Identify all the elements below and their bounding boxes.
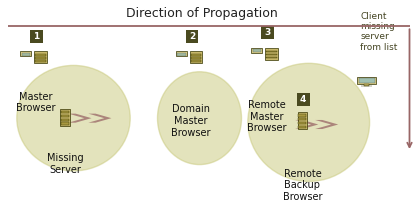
FancyBboxPatch shape: [298, 118, 307, 120]
Text: 1: 1: [34, 32, 39, 41]
FancyBboxPatch shape: [61, 115, 69, 117]
FancyBboxPatch shape: [266, 54, 276, 55]
FancyBboxPatch shape: [365, 84, 369, 86]
FancyBboxPatch shape: [265, 48, 278, 60]
FancyBboxPatch shape: [60, 109, 70, 126]
Text: 2: 2: [189, 32, 195, 41]
Text: Missing
Server: Missing Server: [47, 153, 84, 174]
FancyBboxPatch shape: [357, 77, 376, 84]
FancyBboxPatch shape: [61, 119, 69, 121]
Ellipse shape: [158, 72, 242, 165]
FancyBboxPatch shape: [21, 53, 30, 56]
FancyBboxPatch shape: [191, 57, 201, 58]
FancyBboxPatch shape: [359, 78, 375, 83]
Text: Client
missing
server
from list: Client missing server from list: [360, 12, 398, 52]
Ellipse shape: [248, 63, 370, 181]
FancyBboxPatch shape: [266, 57, 276, 58]
FancyBboxPatch shape: [298, 114, 307, 116]
FancyBboxPatch shape: [298, 122, 307, 124]
Polygon shape: [315, 120, 338, 129]
FancyBboxPatch shape: [297, 93, 310, 106]
FancyBboxPatch shape: [298, 126, 307, 128]
Polygon shape: [68, 114, 92, 123]
FancyBboxPatch shape: [177, 53, 186, 56]
FancyBboxPatch shape: [252, 48, 262, 53]
FancyBboxPatch shape: [186, 30, 198, 43]
FancyBboxPatch shape: [266, 51, 276, 52]
Text: 3: 3: [265, 28, 270, 37]
Text: 4: 4: [300, 95, 307, 104]
Text: Master
Browser: Master Browser: [16, 92, 55, 113]
Text: Remote
Backup
Browser: Remote Backup Browser: [283, 169, 322, 202]
FancyBboxPatch shape: [34, 51, 47, 63]
FancyBboxPatch shape: [30, 30, 43, 43]
FancyBboxPatch shape: [61, 111, 69, 113]
FancyBboxPatch shape: [61, 122, 69, 124]
FancyBboxPatch shape: [190, 51, 202, 63]
FancyBboxPatch shape: [191, 60, 201, 62]
FancyBboxPatch shape: [35, 60, 45, 62]
FancyBboxPatch shape: [35, 54, 45, 55]
Ellipse shape: [17, 65, 130, 171]
Text: Remote
Master
Browser: Remote Master Browser: [247, 100, 286, 133]
FancyBboxPatch shape: [297, 112, 307, 129]
Polygon shape: [88, 114, 111, 123]
FancyBboxPatch shape: [252, 49, 261, 53]
FancyBboxPatch shape: [176, 51, 187, 56]
FancyBboxPatch shape: [191, 54, 201, 55]
Text: Domain
Master
Browser: Domain Master Browser: [171, 104, 211, 138]
FancyBboxPatch shape: [35, 57, 45, 58]
FancyBboxPatch shape: [21, 51, 32, 56]
Polygon shape: [295, 120, 318, 129]
FancyBboxPatch shape: [261, 26, 274, 39]
Text: Direction of Propagation: Direction of Propagation: [126, 7, 278, 20]
